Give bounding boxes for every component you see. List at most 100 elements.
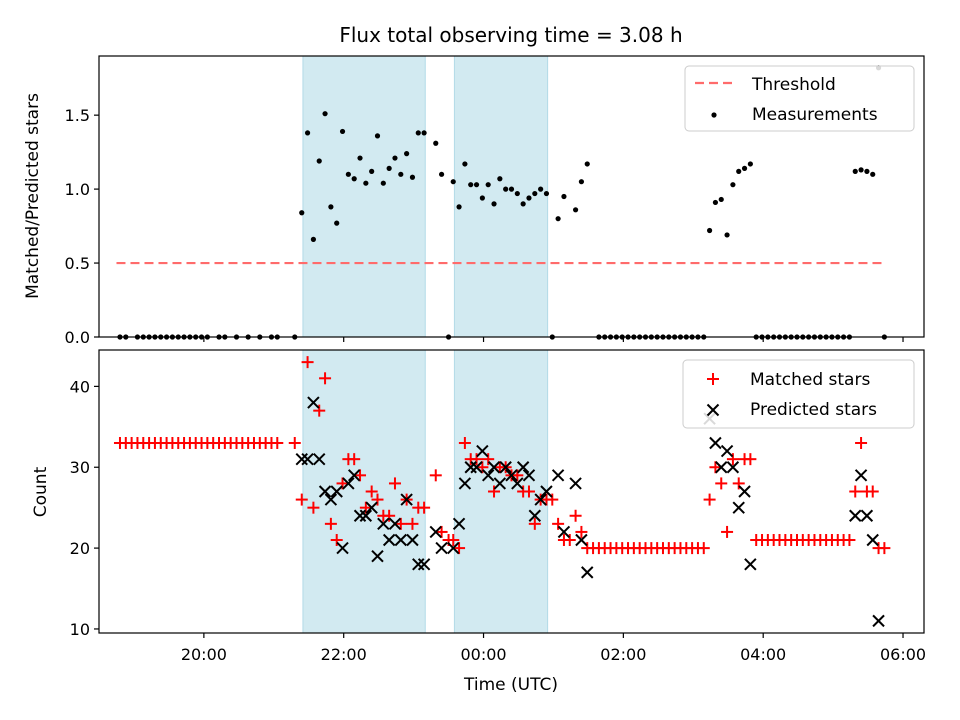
matched-star-point — [348, 453, 361, 466]
predicted-star-point — [854, 469, 868, 482]
cross-b — [575, 533, 588, 547]
predicted-star-point — [371, 549, 384, 563]
cross-b — [307, 396, 320, 409]
cross-b — [295, 452, 308, 466]
cross-b — [435, 541, 448, 555]
predicted-star-point — [359, 509, 373, 522]
cross-b — [866, 533, 879, 547]
predicted-star-point — [406, 533, 419, 547]
matched-star-point — [359, 501, 372, 514]
x-tick-label: 02:00 — [600, 645, 646, 664]
cross-b — [452, 517, 466, 531]
legend-matched-swatch — [707, 373, 719, 385]
matched-star-point — [319, 372, 332, 385]
matched-star-point — [528, 517, 541, 530]
measurement-point — [398, 171, 404, 177]
matched-star-point — [726, 453, 739, 466]
matched-star-point — [313, 404, 326, 417]
legend-measurements-swatch — [711, 112, 717, 118]
legend-measurements-label: Measurements — [752, 105, 878, 125]
measurement-point — [404, 151, 410, 157]
measurement-point — [310, 236, 317, 242]
measurement-point — [304, 130, 311, 136]
matched-star-point — [295, 493, 308, 506]
matched-star-point — [575, 525, 588, 538]
measurement-point — [497, 176, 503, 182]
predicted-star-point — [313, 452, 326, 466]
predicted-star-point — [872, 614, 885, 628]
cross-b — [706, 403, 720, 417]
cross-b — [394, 533, 408, 547]
predicted-star-point — [505, 469, 518, 482]
legend-predicted-label: Predicted stars — [750, 400, 877, 420]
y-tick-label: 10 — [70, 620, 90, 639]
measurement-point — [741, 165, 748, 171]
predicted-star-point — [447, 541, 460, 555]
cross-b — [476, 444, 489, 458]
measurement-point — [450, 179, 456, 185]
predicted-star-point — [307, 396, 320, 409]
matched-star-point — [470, 453, 483, 466]
cross-b — [744, 558, 757, 571]
matched-star-point — [721, 525, 734, 538]
matched-star-point — [744, 453, 757, 466]
y-tick-label: 20 — [70, 539, 90, 558]
predicted-star-point — [499, 461, 512, 474]
cross-b — [481, 469, 495, 482]
measurement-point — [852, 168, 858, 174]
cross-b — [534, 493, 547, 506]
measurement-point — [299, 210, 305, 216]
matched-star-point — [307, 501, 320, 514]
measurement-point — [351, 176, 357, 182]
bottom-legend: Matched stars Predicted stars — [682, 359, 915, 429]
predicted-star-points — [295, 396, 885, 628]
cross-b — [429, 525, 442, 539]
cross-b — [371, 549, 384, 563]
cross-b — [738, 485, 751, 498]
top-axes-frame — [98, 55, 925, 338]
cross-b — [726, 461, 740, 474]
legend-predicted-swatch — [706, 403, 720, 417]
predicted-star-point — [295, 452, 308, 466]
matched-star-point — [336, 477, 349, 490]
cross-b — [516, 461, 530, 474]
shaded-interval — [302, 55, 426, 338]
cross-b — [849, 509, 862, 522]
predicted-star-point — [720, 444, 734, 458]
x-tick-label: 22:00 — [321, 645, 367, 664]
measurement-point — [578, 179, 585, 185]
predicted-star-point — [866, 533, 879, 547]
measurement-point — [572, 207, 579, 213]
matched-star-point — [855, 436, 868, 449]
cross-b — [365, 501, 378, 514]
cross-b — [359, 509, 373, 522]
cross-b — [412, 558, 425, 571]
matched-star-point — [324, 517, 337, 530]
cross-b — [313, 452, 326, 466]
cross-b — [377, 517, 390, 531]
matched-star-point — [406, 517, 419, 530]
cross-b — [854, 469, 868, 482]
measurement-point — [724, 232, 730, 238]
top-y-axis-label: Matched/Predicted stars — [23, 93, 43, 299]
legend-box — [682, 359, 915, 429]
cross-b — [860, 509, 874, 522]
predicted-star-point — [435, 541, 448, 555]
chart-title: Flux total observing time = 3.08 h — [339, 23, 682, 47]
measurement-point — [468, 182, 474, 188]
y-tick-label: 30 — [70, 458, 90, 477]
predicted-star-point — [394, 533, 408, 547]
matched-star-point — [697, 542, 710, 555]
legend-threshold-label: Threshold — [751, 75, 836, 95]
predicted-star-point — [301, 452, 314, 466]
predicted-star-point — [487, 461, 501, 474]
measurement-point — [433, 140, 439, 146]
cross-b — [318, 485, 332, 498]
predicted-star-point — [540, 485, 553, 498]
matched-star-point — [546, 493, 559, 506]
measurement-point — [380, 180, 386, 186]
matched-star-point — [563, 534, 576, 547]
measurement-point — [736, 168, 742, 174]
cross-b — [540, 485, 553, 498]
matched-star-point — [383, 509, 396, 522]
